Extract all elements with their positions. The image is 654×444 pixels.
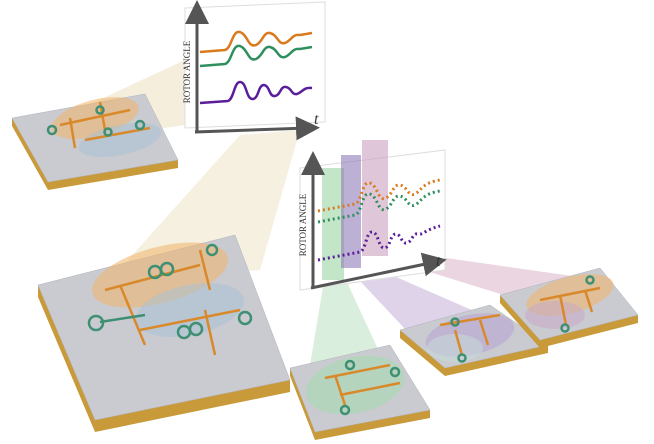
beam xyxy=(110,130,300,280)
chart-panel: ROTOR ANGLE t xyxy=(298,140,447,291)
grid-slab xyxy=(11,93,179,190)
x-axis-label: t xyxy=(314,111,319,128)
grid-slab xyxy=(499,267,639,348)
grid-slab xyxy=(399,304,549,376)
x-axis-label: t xyxy=(436,253,441,270)
y-axis-label: ROTOR ANGLE xyxy=(182,40,192,103)
grid-slab xyxy=(37,234,291,432)
grid-slab xyxy=(289,344,431,440)
chart-panel: ROTOR ANGLE t xyxy=(182,0,326,141)
y-axis-label: ROTOR ANGLE xyxy=(298,193,308,256)
